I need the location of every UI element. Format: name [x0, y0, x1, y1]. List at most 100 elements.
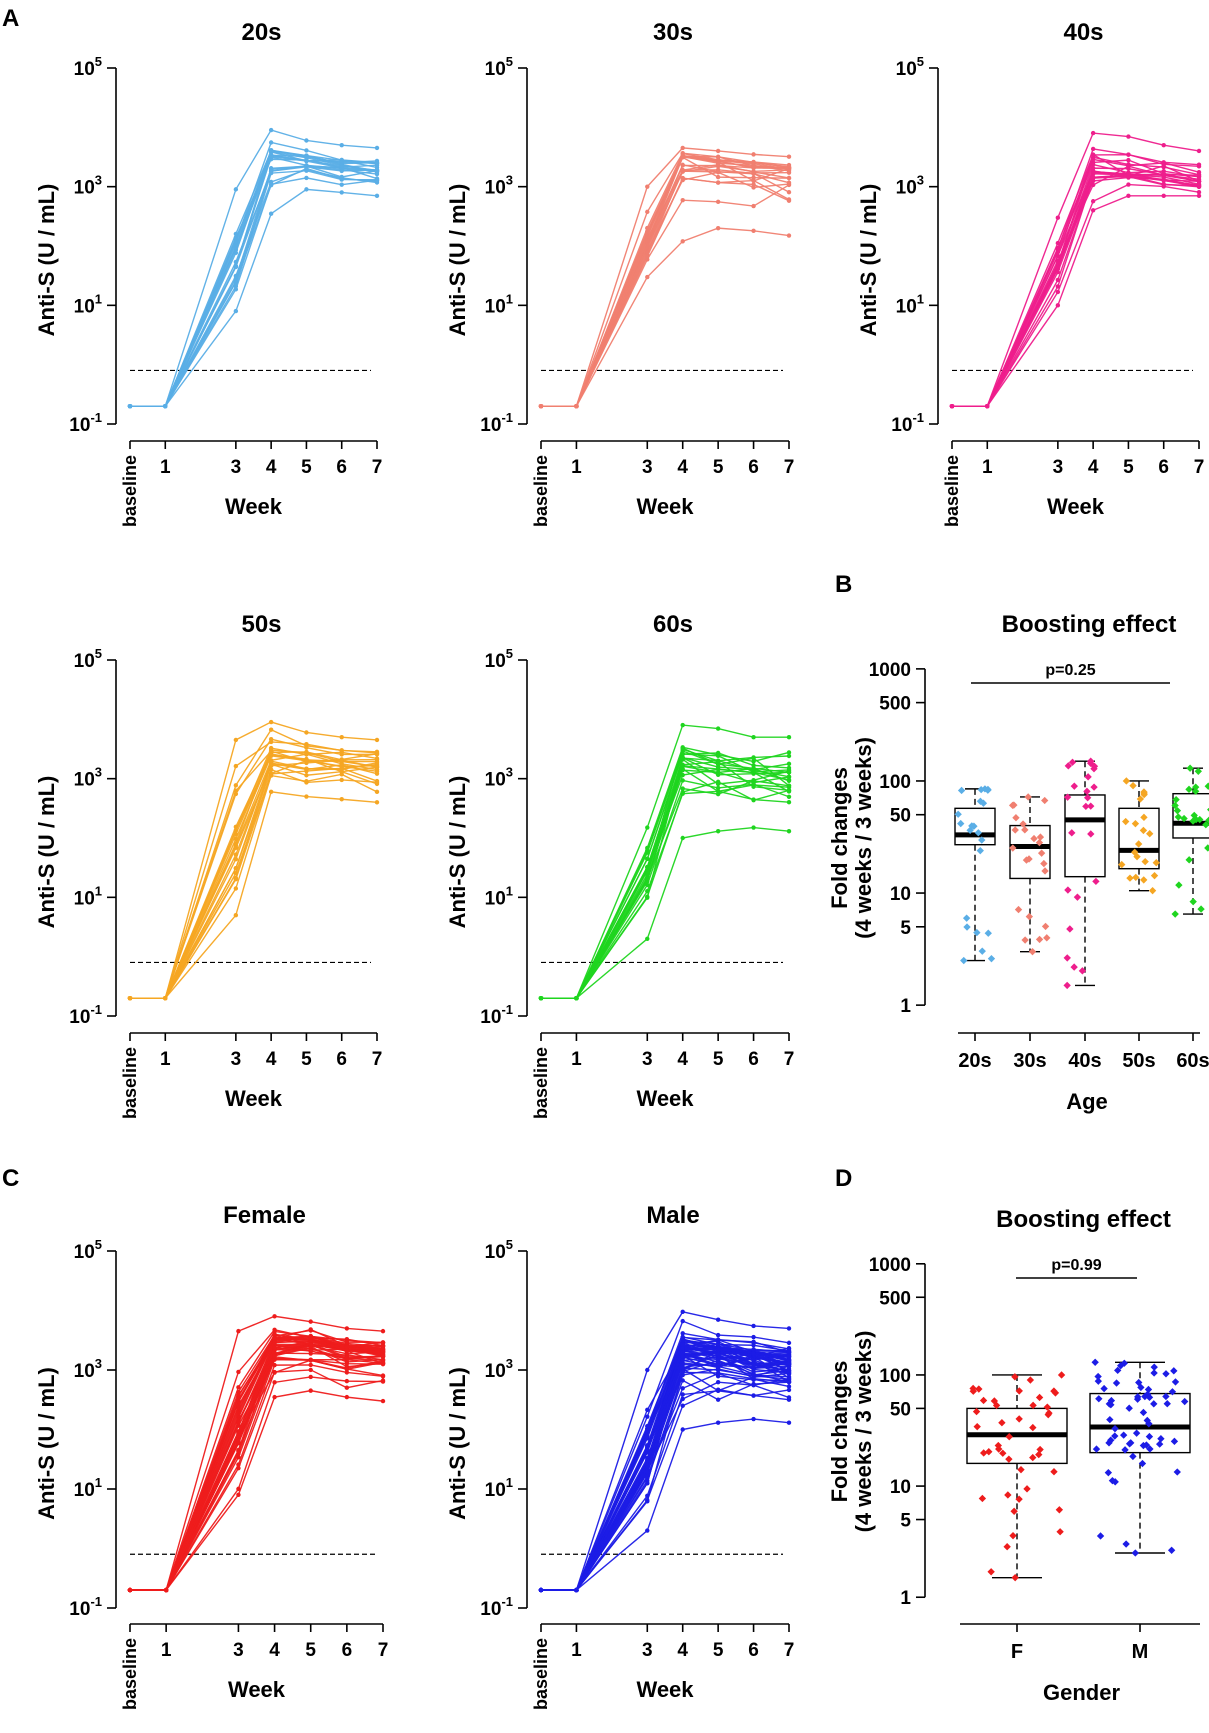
- x-tick-label: 20s: [958, 1050, 991, 1072]
- data-point: [339, 182, 344, 187]
- data-point: [786, 761, 792, 767]
- data-point: [1041, 922, 1050, 931]
- data-point: [1181, 1397, 1189, 1406]
- data-point: [380, 1398, 386, 1404]
- pvalue-label: p=0.25: [1045, 662, 1095, 679]
- data-point: [715, 180, 721, 185]
- data-point: [1087, 802, 1095, 810]
- data-point: [268, 148, 274, 153]
- data-point: [574, 403, 579, 409]
- data-point: [1014, 905, 1023, 914]
- y-tick-label: 103: [74, 1356, 102, 1382]
- panel-label-b: B: [835, 571, 852, 598]
- data-point: [645, 1493, 650, 1498]
- data-point: [680, 1386, 685, 1391]
- data-point: [538, 995, 544, 1001]
- box-iqr: [1118, 807, 1160, 870]
- data-point: [715, 160, 721, 166]
- x-tick-label: 3: [642, 1640, 653, 1661]
- data-point: [786, 750, 792, 755]
- x-tick-label-baseline: baseline: [531, 1638, 551, 1710]
- data-point: [786, 168, 792, 174]
- data-point: [272, 1336, 277, 1341]
- data-point: [233, 737, 239, 743]
- data-point: [380, 1340, 386, 1345]
- data-point: [978, 836, 986, 844]
- data-point: [1068, 829, 1076, 837]
- y-tick-label: 5: [900, 1511, 911, 1532]
- data-point: [304, 759, 309, 764]
- chart-title: Female: [223, 1202, 306, 1229]
- data-point: [1190, 811, 1198, 820]
- chart-title: 30s: [653, 19, 693, 46]
- data-point: [1070, 782, 1078, 790]
- x-tick-label: 3: [642, 457, 653, 478]
- data-point: [236, 1465, 241, 1471]
- x-tick-label: 1: [571, 457, 582, 478]
- data-point: [1202, 821, 1209, 829]
- data-point: [339, 174, 344, 180]
- data-point: [1090, 165, 1096, 171]
- data-point: [374, 169, 380, 174]
- data-point: [786, 1326, 792, 1331]
- x-tick-label: 4: [677, 1640, 688, 1661]
- data-point: [786, 1340, 792, 1346]
- data-point: [1161, 162, 1166, 167]
- x-tick-label: 1: [160, 457, 171, 478]
- data-point: [374, 800, 380, 805]
- x-tick-label: 7: [784, 457, 795, 478]
- data-point: [680, 786, 685, 791]
- data-point: [954, 810, 962, 818]
- x-tick-label: 7: [378, 1640, 389, 1661]
- data-point: [233, 788, 239, 793]
- data-point: [786, 198, 792, 203]
- line-chart-50s: 50s 10-1 101 103 105 Anti-S (U / mL) baseline 1…: [34, 611, 382, 1119]
- data-point: [1119, 1431, 1128, 1439]
- data-point: [233, 763, 239, 769]
- data-point: [985, 403, 990, 409]
- data-point: [1108, 1476, 1117, 1485]
- data-point: [304, 730, 309, 735]
- data-point: [374, 177, 380, 182]
- data-point: [1161, 171, 1166, 177]
- data-point: [645, 274, 650, 280]
- data-point: [236, 1486, 241, 1492]
- data-point: [680, 1370, 685, 1375]
- data-point: [1134, 1393, 1142, 1401]
- data-point: [1135, 1378, 1143, 1387]
- data-point: [380, 1379, 386, 1384]
- data-point: [127, 995, 133, 1001]
- data-point: [1126, 173, 1131, 178]
- data-point: [268, 737, 274, 742]
- data-point: [680, 722, 685, 728]
- data-point: [1025, 855, 1033, 863]
- data-point: [374, 781, 380, 787]
- data-point: [268, 789, 274, 795]
- data-point: [1196, 189, 1202, 195]
- y-tick-label: 103: [896, 173, 924, 199]
- y-tick-label: 10: [890, 1477, 911, 1498]
- data-point: [1138, 1459, 1147, 1468]
- data-point: [1142, 1441, 1151, 1449]
- data-point: [1139, 826, 1148, 835]
- pvalue-label: p=0.99: [1051, 1257, 1101, 1274]
- data-point: [339, 748, 344, 753]
- data-point: [1064, 762, 1072, 770]
- data-point: [538, 403, 544, 409]
- data-point: [1035, 1393, 1044, 1402]
- y-axis-label-line2: (4 weeks / 3 weeks): [851, 1331, 876, 1533]
- data-point: [751, 1382, 756, 1388]
- data-point: [786, 770, 792, 775]
- data-point: [680, 778, 685, 783]
- data-point: [308, 1358, 313, 1363]
- data-point: [272, 1329, 277, 1334]
- data-point: [1082, 802, 1090, 811]
- data-point: [960, 956, 968, 965]
- data-point: [304, 168, 309, 173]
- data-point: [645, 1458, 650, 1463]
- x-tick-label: 1: [571, 1640, 582, 1661]
- data-point: [998, 1419, 1006, 1427]
- data-point: [344, 1361, 350, 1366]
- x-tick-label: 3: [233, 1640, 244, 1661]
- box-iqr: [954, 807, 996, 846]
